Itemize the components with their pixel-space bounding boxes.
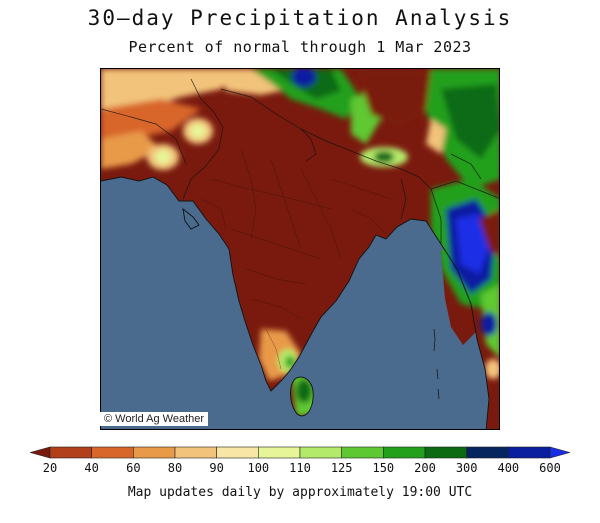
legend-swatch [49, 446, 92, 459]
legend-swatch [216, 446, 259, 459]
legend-swatch [424, 446, 467, 459]
precipitation-map [100, 68, 500, 430]
legend-arrow-high [549, 446, 570, 459]
legend-label: 300 [455, 461, 478, 475]
legend-swatch [174, 446, 217, 459]
legend-label: 90 [209, 461, 224, 475]
map-subtitle: Percent of normal through 1 Mar 2023 [128, 38, 472, 56]
legend-label: 110 [289, 461, 311, 475]
coastlines [101, 176, 490, 429]
borders [101, 78, 499, 244]
legend-swatch [258, 446, 301, 459]
legend-label: 60 [126, 461, 141, 475]
legend-swatch [341, 446, 384, 459]
legend-labels: 20 40 60 80 90 100 110 125 150 200 300 400 600 [0, 461, 600, 477]
legend-label: 600 [539, 461, 561, 475]
color-legend [30, 446, 570, 459]
legend-arrow-low [30, 446, 51, 459]
map-canvas [101, 69, 499, 429]
legend-label: 40 [84, 461, 99, 475]
legend-label: 125 [330, 461, 353, 475]
legend-swatch [508, 446, 551, 459]
map-credit: © World Ag Weather [100, 412, 209, 426]
map-title: 30—day Precipitation Analysis [87, 6, 513, 30]
legend-label: 150 [372, 461, 395, 475]
legend-swatch [466, 446, 509, 459]
legend-swatch [133, 446, 176, 459]
state-borders [200, 148, 392, 370]
legend-label: 100 [247, 461, 270, 475]
andaman-islands [433, 328, 440, 400]
legend-label: 400 [497, 461, 520, 475]
legend-swatch [299, 446, 342, 459]
legend-swatch [91, 446, 134, 459]
legend-swatch [383, 446, 426, 459]
legend-label: 200 [414, 461, 436, 475]
legend-label: 20 [42, 461, 58, 475]
update-note: Map updates daily by approximately 19:00… [127, 485, 473, 500]
legend-label: 80 [167, 461, 183, 475]
